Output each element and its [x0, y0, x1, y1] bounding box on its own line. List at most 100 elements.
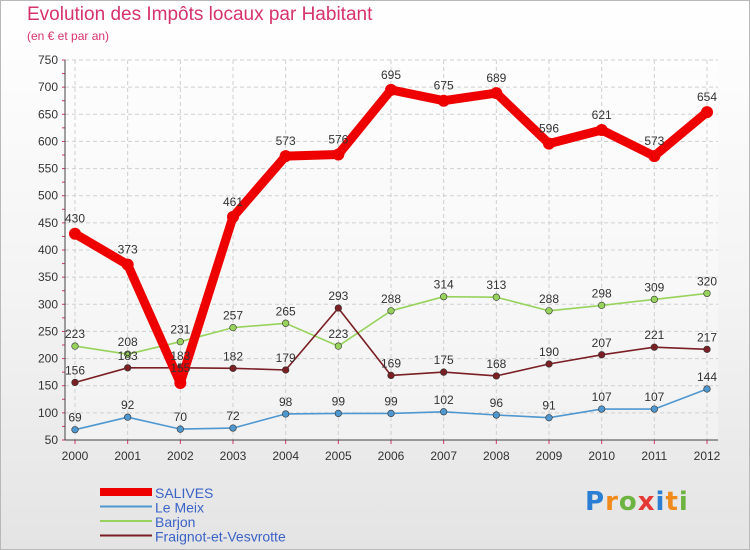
x-tick-label: 2001: [114, 449, 141, 463]
data-label-barjon: 231: [170, 323, 190, 337]
data-label-fraignot-et-vesvrotte: 169: [381, 356, 401, 370]
data-point-barjon: [545, 307, 553, 315]
data-label-fraignot-et-vesvrotte: 293: [328, 289, 348, 303]
data-point-barjon: [650, 295, 658, 304]
data-point-fraignot-et-vesvrotte: [440, 368, 448, 376]
data-label-le-meix: 99: [332, 394, 346, 408]
data-point-le-meix: [124, 413, 132, 421]
legend-label-fraignot-et-vesvrotte: Fraignot-et-Vesvrotte: [155, 529, 286, 545]
data-label-le-meix: 107: [592, 390, 612, 404]
x-tick-label: 2004: [272, 449, 299, 463]
data-point-fraignot-et-vesvrotte: [703, 345, 711, 353]
data-label-salives: 675: [434, 79, 454, 93]
data-label-salives: 573: [276, 134, 296, 148]
data-label-barjon: 314: [434, 278, 454, 292]
data-label-barjon: 309: [644, 280, 664, 294]
data-label-fraignot-et-vesvrotte: 221: [644, 328, 664, 342]
data-point-barjon: [229, 324, 237, 332]
data-label-barjon: 288: [539, 292, 559, 306]
x-tick-label: 2012: [694, 449, 721, 463]
data-point-salives: [437, 94, 450, 107]
data-label-salives: 654: [697, 90, 717, 104]
data-label-fraignot-et-vesvrotte: 168: [486, 357, 506, 371]
data-point-fraignot-et-vesvrotte: [387, 371, 395, 380]
data-point-barjon: [598, 301, 606, 309]
x-tick-label: 2008: [483, 449, 510, 463]
data-label-salives: 695: [381, 68, 401, 82]
data-label-salives: 576: [328, 132, 348, 146]
y-tick-label: 200: [38, 352, 58, 366]
data-point-fraignot-et-vesvrotte: [492, 372, 500, 380]
data-label-barjon: 223: [65, 327, 85, 341]
data-point-le-meix: [703, 385, 711, 393]
data-point-le-meix: [229, 424, 237, 432]
data-point-le-meix: [650, 405, 658, 413]
data-point-salives: [385, 83, 397, 96]
data-point-barjon: [440, 293, 448, 301]
x-tick-label: 2007: [430, 449, 457, 463]
data-label-salives: 373: [118, 243, 138, 257]
y-tick-label: 300: [38, 297, 58, 311]
data-point-salives: [174, 377, 187, 389]
data-label-le-meix: 91: [542, 399, 556, 413]
data-label-barjon: 313: [486, 278, 506, 292]
data-label-barjon: 265: [276, 304, 296, 318]
data-point-le-meix: [598, 405, 606, 413]
data-label-le-meix: 70: [174, 410, 188, 424]
data-label-le-meix: 92: [121, 398, 135, 412]
y-tick-label: 250: [38, 324, 58, 338]
x-tick-label: 2011: [641, 449, 667, 463]
data-point-fraignot-et-vesvrotte: [650, 343, 658, 351]
logo-letter: i: [655, 487, 666, 517]
data-point-le-meix: [282, 410, 290, 418]
y-tick-label: 350: [38, 270, 58, 284]
data-point-fraignot-et-vesvrotte: [229, 364, 237, 372]
data-label-barjon: 208: [118, 335, 138, 349]
y-tick-label: 600: [38, 134, 58, 148]
chart-subtitle: (en € et par an): [27, 29, 110, 43]
data-point-fraignot-et-vesvrotte: [282, 366, 290, 374]
logo-letter: t: [665, 487, 679, 517]
data-label-fraignot-et-vesvrotte: 183: [118, 349, 138, 363]
data-label-fraignot-et-vesvrotte: 182: [223, 349, 243, 363]
data-label-le-meix: 69: [68, 411, 82, 425]
data-label-barjon: 298: [592, 286, 612, 300]
data-point-fraignot-et-vesvrotte: [71, 378, 79, 387]
x-tick-label: 2003: [220, 449, 247, 463]
data-label-fraignot-et-vesvrotte: 207: [592, 336, 612, 350]
data-point-le-meix: [71, 426, 79, 434]
data-point-fraignot-et-vesvrotte: [598, 351, 606, 359]
data-point-le-meix: [334, 409, 342, 418]
data-point-fraignot-et-vesvrotte: [545, 360, 553, 368]
data-point-fraignot-et-vesvrotte: [334, 304, 342, 312]
data-point-le-meix: [545, 414, 553, 422]
data-point-barjon: [282, 319, 290, 327]
data-point-salives: [279, 150, 292, 163]
data-label-fraignot-et-vesvrotte: 156: [65, 363, 85, 377]
data-label-barjon: 223: [328, 327, 348, 341]
data-point-salives: [69, 227, 81, 240]
x-tick-label: 2009: [536, 449, 563, 463]
data-label-le-meix: 99: [384, 394, 398, 408]
y-tick-label: 450: [38, 216, 58, 230]
data-point-fraignot-et-vesvrotte: [124, 364, 132, 372]
data-label-salives: 596: [539, 122, 559, 136]
data-label-salives: 461: [223, 195, 243, 209]
data-label-barjon: 288: [381, 292, 401, 306]
logo-letter: P: [585, 487, 606, 517]
logo-letter: o: [618, 487, 638, 517]
logo-letter: i: [678, 487, 689, 517]
data-point-salives: [701, 106, 713, 119]
data-label-le-meix: 144: [697, 370, 717, 384]
data-point-barjon: [176, 338, 184, 346]
x-tick-label: 2010: [588, 449, 615, 463]
data-label-barjon: 320: [697, 274, 717, 288]
data-label-fraignot-et-vesvrotte: 190: [539, 345, 559, 359]
data-label-fraignot-et-vesvrotte: 217: [697, 330, 717, 344]
logo-letter: r: [605, 487, 619, 517]
data-point-salives: [490, 87, 503, 100]
data-point-le-meix: [440, 408, 448, 416]
y-tick-label: 700: [38, 80, 58, 94]
